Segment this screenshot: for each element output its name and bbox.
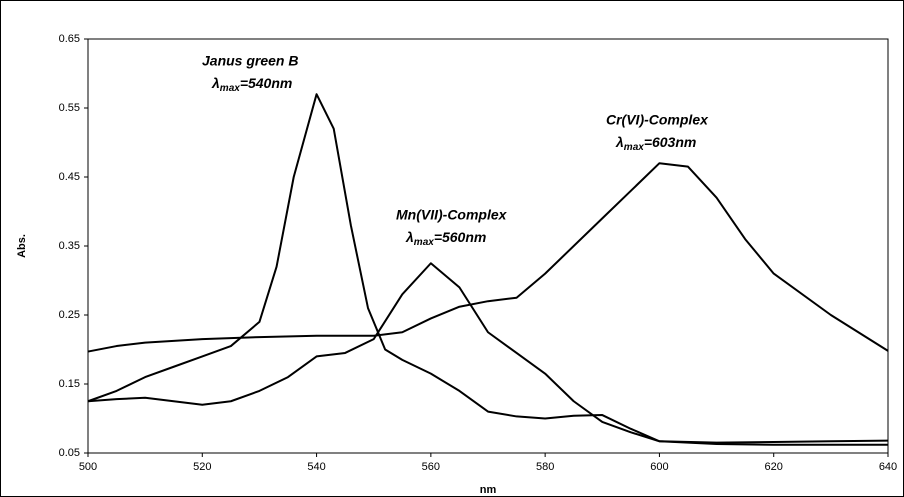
series-name: Mn(VII)-Complex [396, 207, 508, 223]
y-axis-label: Abs. [16, 234, 28, 258]
series-line [87, 162, 889, 353]
y-tick-label: 0.15 [59, 378, 80, 390]
x-tick-label: 580 [536, 461, 554, 473]
y-tick-label: 0.65 [59, 33, 80, 45]
series-name: Cr(VI)-Complex [606, 112, 709, 128]
x-tick-label: 520 [193, 461, 211, 473]
x-tick-label: 540 [307, 461, 325, 473]
x-axis-label: nm [480, 484, 497, 496]
lambda-subscript: max [414, 237, 434, 248]
lambda-value: =560nm [434, 229, 487, 245]
x-tick-label: 640 [879, 461, 897, 473]
x-tick-label: 500 [79, 461, 97, 473]
lambda-value: =603nm [644, 134, 697, 150]
lambda-label: λmax=603nm [615, 134, 696, 153]
lambda-label: λmax=540nm [211, 75, 292, 94]
y-tick-label: 0.45 [59, 171, 80, 183]
lambda-symbol: λ [615, 134, 624, 150]
x-tick-label: 560 [422, 461, 440, 473]
lambda-subscript: max [624, 142, 644, 153]
lambda-symbol: λ [405, 229, 414, 245]
series-name: Janus green B [202, 53, 298, 69]
lambda-label: λmax=560nm [405, 229, 486, 248]
y-tick-label: 0.25 [59, 309, 80, 321]
series-line [87, 262, 889, 444]
x-tick-label: 600 [650, 461, 668, 473]
series-line [87, 93, 888, 446]
y-tick-label: 0.05 [59, 447, 80, 459]
lambda-value: =540nm [240, 75, 293, 91]
y-tick-label: 0.35 [59, 240, 80, 252]
lambda-symbol: λ [211, 75, 220, 91]
x-tick-label: 620 [765, 461, 783, 473]
y-tick-label: 0.55 [59, 102, 80, 114]
lambda-subscript: max [220, 83, 240, 94]
